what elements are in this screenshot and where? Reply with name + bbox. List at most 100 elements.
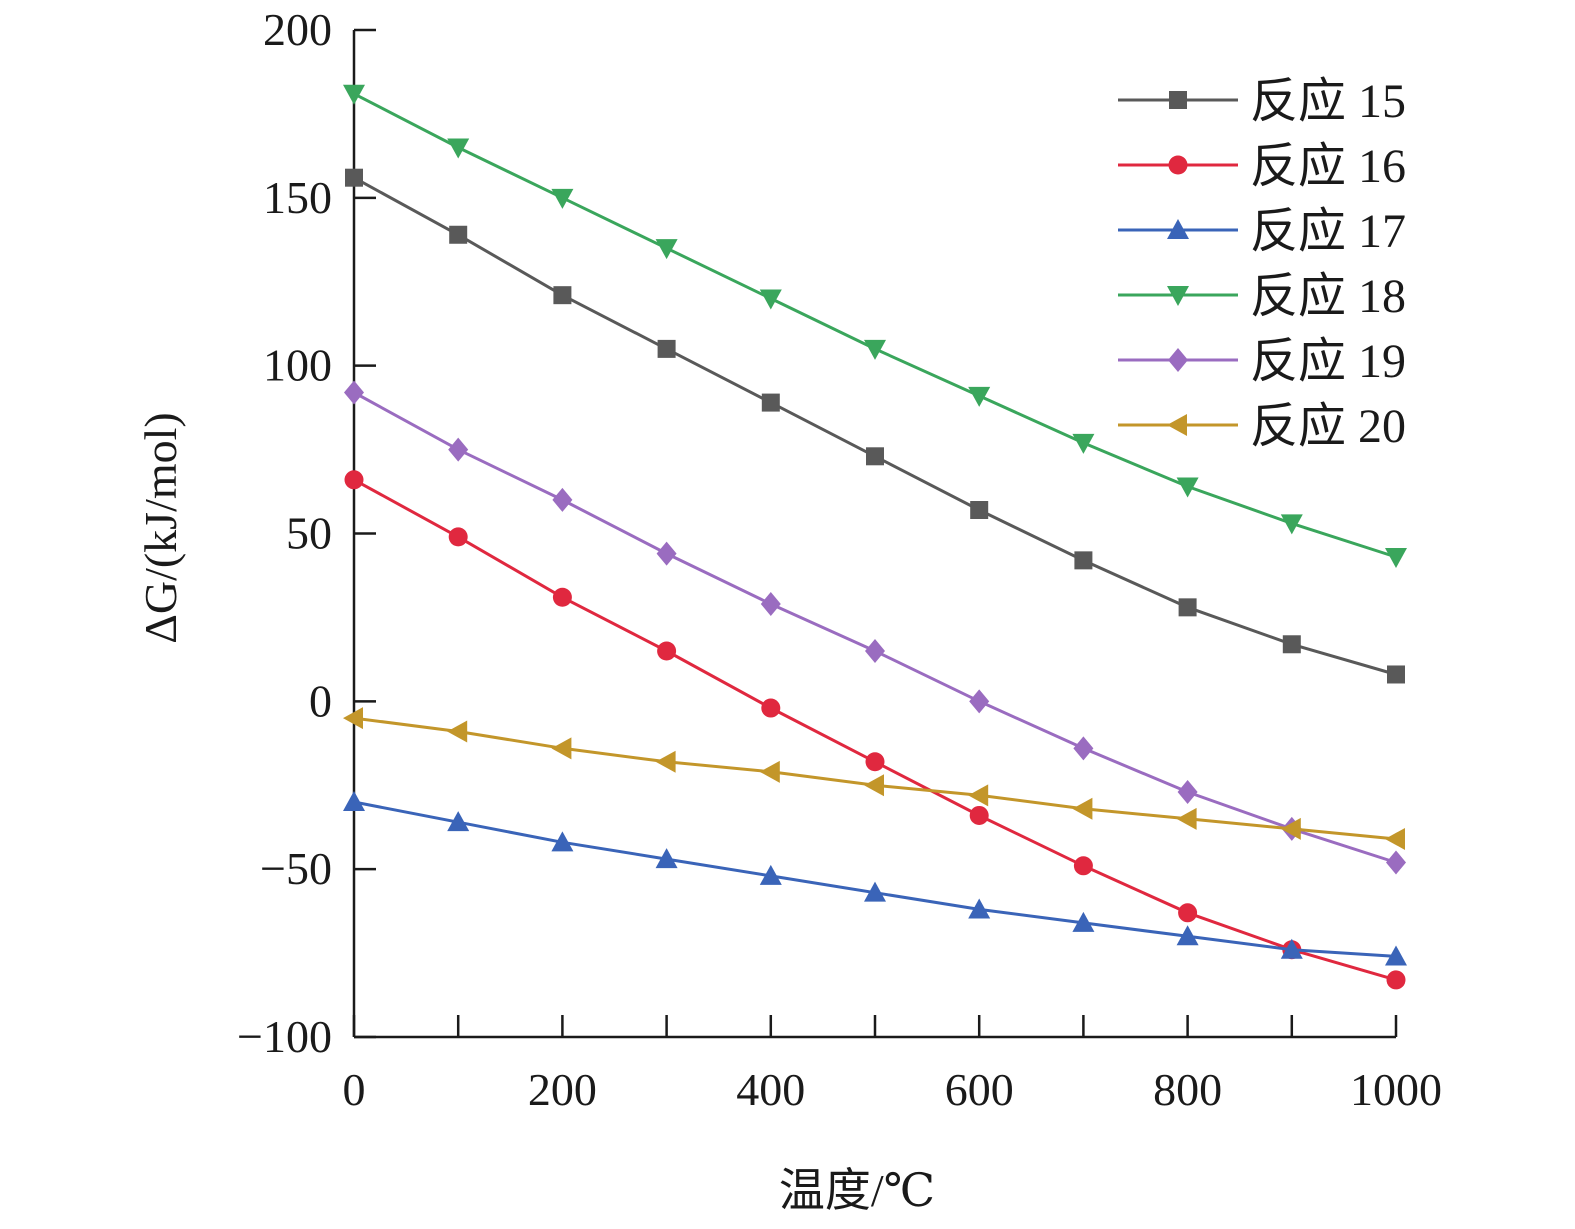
series-2 — [344, 470, 1406, 990]
data-point — [343, 707, 363, 730]
data-point — [864, 339, 886, 360]
series-line — [353, 478, 1397, 982]
data-point — [865, 638, 885, 663]
data-point — [344, 380, 364, 405]
legend-label: 反应 18 — [1250, 270, 1406, 323]
data-point — [968, 898, 991, 919]
data-point — [448, 527, 468, 547]
x-tick-label: 0 — [343, 1064, 366, 1115]
y-tick-label: 50 — [286, 508, 332, 559]
y-tick-label: 150 — [263, 172, 332, 223]
data-point — [1280, 938, 1303, 959]
data-point — [1385, 945, 1407, 966]
data-point — [1176, 477, 1199, 498]
data-point — [864, 774, 884, 797]
data-point — [866, 447, 884, 466]
data-point — [657, 339, 676, 358]
legend-marker — [1168, 155, 1188, 175]
data-point — [656, 541, 677, 566]
data-point — [1177, 779, 1198, 804]
data-point — [345, 168, 363, 187]
x-tick-label: 1000 — [1350, 1064, 1442, 1115]
data-point — [968, 386, 991, 407]
data-point — [343, 84, 365, 105]
data-point — [1073, 856, 1093, 876]
data-point — [1176, 807, 1197, 830]
data-point — [865, 752, 885, 772]
series-layer — [343, 84, 1407, 990]
legend-marker — [1167, 414, 1187, 436]
data-point — [449, 225, 468, 244]
y-tick-label: −100 — [237, 1011, 332, 1062]
data-point — [1178, 903, 1198, 923]
legend-label: 反应 15 — [1250, 75, 1406, 128]
legend-label: 反应 19 — [1250, 335, 1406, 388]
data-point — [1387, 665, 1405, 684]
data-point — [551, 737, 572, 760]
data-point — [553, 286, 572, 305]
series-1 — [345, 168, 1405, 684]
data-point — [447, 138, 470, 159]
series-line — [353, 716, 1397, 841]
data-point — [1386, 850, 1406, 875]
data-point — [1072, 797, 1093, 820]
series-6 — [343, 707, 1405, 850]
legend-marker — [1169, 91, 1187, 109]
x-tick-label: 200 — [528, 1064, 597, 1115]
y-tick-label: 0 — [309, 675, 332, 726]
data-point — [1386, 970, 1406, 990]
y-axis-title: ΔG/(kJ/mol) — [135, 412, 186, 643]
legend-marker — [1168, 348, 1188, 372]
x-tick-label: 800 — [1153, 1064, 1222, 1115]
y-tick-label: 200 — [263, 4, 332, 55]
data-point — [552, 487, 573, 512]
data-point — [655, 848, 678, 869]
data-point — [343, 791, 365, 812]
data-point — [1178, 598, 1197, 617]
data-point — [761, 393, 780, 412]
data-point — [760, 591, 781, 616]
legend-item: 反应 20 — [1118, 400, 1406, 453]
legend-marker — [1167, 286, 1189, 306]
data-point — [1176, 925, 1199, 946]
legend-label: 反应 16 — [1250, 140, 1406, 193]
x-tick-label: 600 — [945, 1064, 1014, 1115]
data-point — [759, 760, 780, 783]
legend-item: 反应 18 — [1118, 270, 1406, 323]
data-point — [552, 587, 572, 607]
legend-label: 反应 20 — [1250, 400, 1406, 453]
data-point — [447, 720, 468, 743]
data-point — [1072, 911, 1095, 932]
legend-marker — [1167, 219, 1189, 239]
data-point — [969, 689, 990, 714]
data-point — [1385, 827, 1405, 850]
data-point — [1280, 817, 1301, 840]
data-point — [968, 784, 989, 807]
legend-label: 反应 17 — [1250, 205, 1406, 258]
series-line — [353, 176, 1397, 676]
data-point — [969, 805, 989, 825]
data-point — [1282, 635, 1301, 654]
legend-item: 反应 19 — [1118, 335, 1406, 388]
data-point — [1072, 433, 1095, 454]
data-point — [655, 239, 678, 260]
data-point — [657, 641, 677, 661]
data-point — [447, 811, 470, 832]
data-point — [655, 750, 676, 773]
series-3 — [343, 791, 1407, 966]
data-point — [970, 501, 989, 520]
legend-item: 反应 16 — [1118, 140, 1406, 193]
data-point — [759, 289, 782, 310]
data-point — [344, 470, 364, 490]
y-tick-label: −50 — [260, 843, 332, 894]
series-line — [353, 92, 1397, 559]
data-point — [551, 831, 574, 852]
legend-item: 反应 17 — [1118, 205, 1406, 258]
data-point — [1385, 547, 1407, 568]
legend-item: 反应 15 — [1118, 75, 1406, 128]
data-point — [761, 698, 781, 718]
legend: 反应 15 反应 16 反应 17 反应 18 反应 19 反应 20 — [1118, 75, 1406, 453]
x-tick-label: 400 — [736, 1064, 805, 1115]
